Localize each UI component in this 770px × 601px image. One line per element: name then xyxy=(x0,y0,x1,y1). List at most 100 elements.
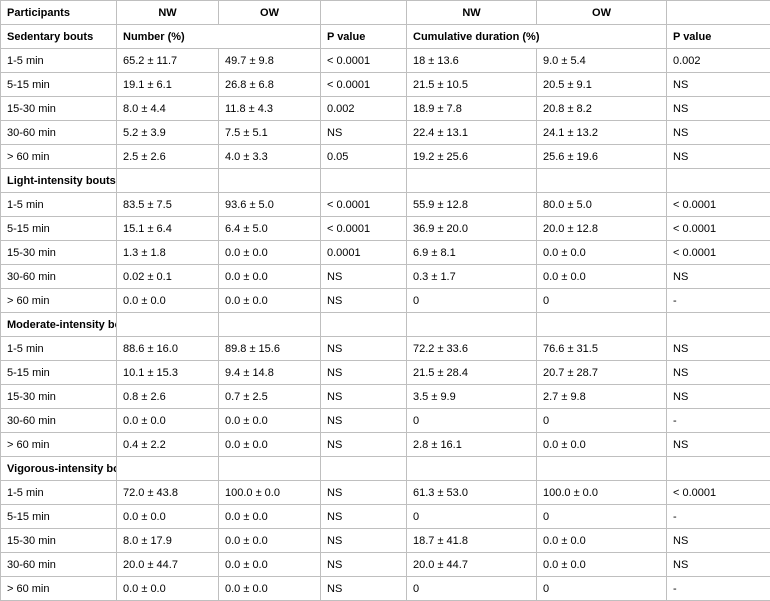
cell: 0.0 ± 0.0 xyxy=(219,433,321,457)
cell: NS xyxy=(667,97,770,121)
cell: 89.8 ± 15.6 xyxy=(219,337,321,361)
cell: NS xyxy=(321,553,407,577)
section-moderate: Moderate-intensity bouts xyxy=(1,313,117,337)
cell: 0.8 ± 2.6 xyxy=(117,385,219,409)
row-label: 1-5 min xyxy=(1,481,117,505)
cell: 0.002 xyxy=(667,49,770,73)
h-ow-1: OW xyxy=(219,1,321,25)
row-label: 1-5 min xyxy=(1,337,117,361)
cell: NS xyxy=(321,361,407,385)
cell: NS xyxy=(667,121,770,145)
table-row: > 60 min0.0 ± 0.00.0 ± 0.0NS00 - xyxy=(1,289,770,313)
cell: < 0.0001 xyxy=(321,193,407,217)
row-label: 15-30 min xyxy=(1,529,117,553)
cell: 0.0 ± 0.0 xyxy=(219,505,321,529)
cell: NS xyxy=(667,385,770,409)
section-vigorous: Vigorous-intensity bouts xyxy=(1,457,117,481)
section-row: Vigorous-intensity bouts xyxy=(1,457,770,481)
cell: 0 xyxy=(407,505,537,529)
cell: NS xyxy=(321,121,407,145)
cell: 21.5 ± 28.4 xyxy=(407,361,537,385)
cell: 0.0 ± 0.0 xyxy=(219,529,321,553)
table-row: 5-15 min15.1 ± 6.46.4 ± 5.0< 0.000136.9 … xyxy=(1,217,770,241)
row-label: 1-5 min xyxy=(1,193,117,217)
cell: 20.5 ± 9.1 xyxy=(537,73,667,97)
row-label: 5-15 min xyxy=(1,217,117,241)
cell: 0.0 ± 0.0 xyxy=(219,241,321,265)
table-row: 5-15 min10.1 ± 15.39.4 ± 14.8NS21.5 ± 28… xyxy=(1,361,770,385)
cell: 76.6 ± 31.5 xyxy=(537,337,667,361)
cell: 19.1 ± 6.1 xyxy=(117,73,219,97)
cell: 6.9 ± 8.1 xyxy=(407,241,537,265)
cell: 0 xyxy=(407,577,537,601)
section-light: Light-intensity bouts xyxy=(1,169,117,193)
cell: < 0.0001 xyxy=(667,481,770,505)
row-label: 30-60 min xyxy=(1,553,117,577)
cell: NS xyxy=(667,433,770,457)
cell: 80.0 ± 5.0 xyxy=(537,193,667,217)
cell: - xyxy=(667,409,770,433)
table-row: 1-5 min88.6 ± 16.089.8 ± 15.6NS72.2 ± 33… xyxy=(1,337,770,361)
table-row: > 60 min0.4 ± 2.20.0 ± 0.0NS2.8 ± 16.10.… xyxy=(1,433,770,457)
header-row-2: Sedentary bouts Number (%) P value Cumul… xyxy=(1,25,770,49)
cell: 20.0 ± 12.8 xyxy=(537,217,667,241)
cell: 25.6 ± 19.6 xyxy=(537,145,667,169)
cell: 0.4 ± 2.2 xyxy=(117,433,219,457)
cell: 0.0 ± 0.0 xyxy=(537,241,667,265)
cell: 9.0 ± 5.4 xyxy=(537,49,667,73)
cell: 0.0 ± 0.0 xyxy=(219,265,321,289)
cell: NS xyxy=(321,577,407,601)
table-row: 15-30 min8.0 ± 4.411.8 ± 4.30.00218.9 ± … xyxy=(1,97,770,121)
cell: NS xyxy=(667,265,770,289)
cell: 0.0 ± 0.0 xyxy=(537,265,667,289)
cell: 0 xyxy=(537,505,667,529)
table-row: 15-30 min0.8 ± 2.60.7 ± 2.5NS3.5 ± 9.92.… xyxy=(1,385,770,409)
cell: NS xyxy=(321,433,407,457)
cell: NS xyxy=(667,73,770,97)
cell: 0.02 ± 0.1 xyxy=(117,265,219,289)
cell: 0.3 ± 1.7 xyxy=(407,265,537,289)
cell: NS xyxy=(321,529,407,553)
header-row-1: Participants NW OW NW OW xyxy=(1,1,770,25)
cell: 0.0 ± 0.0 xyxy=(537,553,667,577)
cell: 0.0001 xyxy=(321,241,407,265)
h-nw-1: NW xyxy=(117,1,219,25)
cell: 20.0 ± 44.7 xyxy=(407,553,537,577)
h-blank-2 xyxy=(667,1,770,25)
cell: NS xyxy=(321,385,407,409)
table-row: 15-30 min8.0 ± 17.90.0 ± 0.0NS18.7 ± 41.… xyxy=(1,529,770,553)
cell: 22.4 ± 13.1 xyxy=(407,121,537,145)
cell: NS xyxy=(667,553,770,577)
cell: 10.1 ± 15.3 xyxy=(117,361,219,385)
cell: NS xyxy=(667,145,770,169)
cell: NS xyxy=(321,337,407,361)
cell: 2.5 ± 2.6 xyxy=(117,145,219,169)
cell: 20.0 ± 44.7 xyxy=(117,553,219,577)
cell: < 0.0001 xyxy=(667,241,770,265)
cell: - xyxy=(667,505,770,529)
cell: 88.6 ± 16.0 xyxy=(117,337,219,361)
row-label: 30-60 min xyxy=(1,121,117,145)
cell: 72.0 ± 43.8 xyxy=(117,481,219,505)
cell: NS xyxy=(321,265,407,289)
cell: < 0.0001 xyxy=(321,73,407,97)
cell: 8.0 ± 17.9 xyxy=(117,529,219,553)
cell: NS xyxy=(321,409,407,433)
cell: NS xyxy=(321,481,407,505)
cell: 7.5 ± 5.1 xyxy=(219,121,321,145)
table-row: > 60 min2.5 ± 2.64.0 ± 3.30.0519.2 ± 25.… xyxy=(1,145,770,169)
cell: NS xyxy=(321,289,407,313)
cell: NS xyxy=(667,361,770,385)
cell: 61.3 ± 53.0 xyxy=(407,481,537,505)
row-label: > 60 min xyxy=(1,577,117,601)
row-label: 5-15 min xyxy=(1,73,117,97)
cell: 26.8 ± 6.8 xyxy=(219,73,321,97)
table-row: 1-5 min72.0 ± 43.8100.0 ± 0.0NS61.3 ± 53… xyxy=(1,481,770,505)
cell: 0 xyxy=(407,289,537,313)
h-number: Number (%) xyxy=(117,25,321,49)
cell: 0.7 ± 2.5 xyxy=(219,385,321,409)
cell: 11.8 ± 4.3 xyxy=(219,97,321,121)
row-label: > 60 min xyxy=(1,433,117,457)
cell: 65.2 ± 11.7 xyxy=(117,49,219,73)
cell: 0.0 ± 0.0 xyxy=(117,409,219,433)
